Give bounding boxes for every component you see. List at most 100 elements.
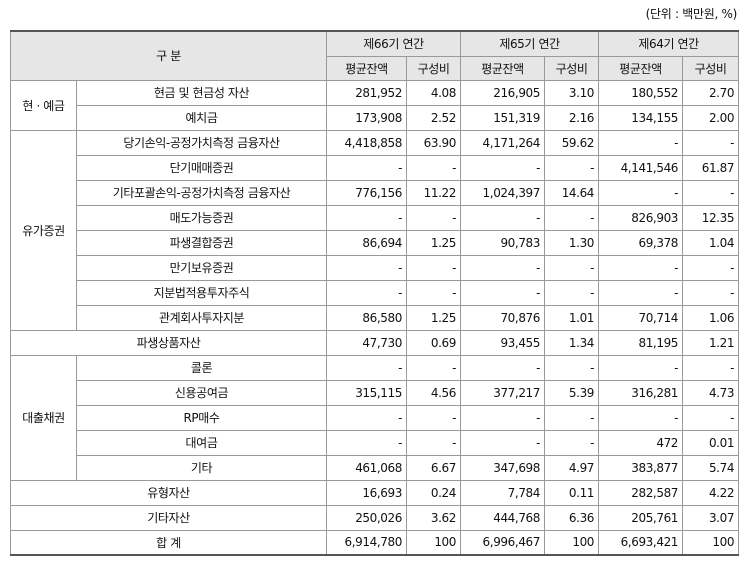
header-ratio: 구성비 <box>682 55 740 81</box>
table-row: 유형자산 16,693 0.24 7,784 0.11 282,587 4.22 <box>9 479 740 506</box>
cell-value: 61.87 <box>682 154 740 181</box>
cell-value: - <box>460 154 546 181</box>
header-ratio: 구성비 <box>544 55 600 81</box>
cell-value: 315,115 <box>326 379 408 406</box>
cell-value: 2.70 <box>682 79 740 106</box>
cell-value: 6,914,780 <box>326 529 408 556</box>
row-label: 콜론 <box>75 354 328 381</box>
cell-value: 4,171,264 <box>460 129 546 156</box>
row-label: 기타 <box>75 454 328 481</box>
header-period-66: 제66기 연간 <box>326 30 462 57</box>
cell-value: 4.56 <box>406 379 462 406</box>
row-label: 파생결합증권 <box>75 229 328 256</box>
cell-value: 70,714 <box>598 304 684 331</box>
table-row: 만기보유증권 - - - - - - <box>11 254 740 281</box>
table-row: 예치금 173,908 2.52 151,319 2.16 134,155 2.… <box>11 104 740 131</box>
cell-value: - <box>460 429 546 456</box>
cell-value: 383,877 <box>598 454 684 481</box>
cell-value: - <box>406 204 462 231</box>
cell-value: - <box>326 404 408 431</box>
row-label: 지분법적용투자주식 <box>75 279 328 306</box>
total-label: 합 계 <box>9 529 328 556</box>
cell-value: 93,455 <box>460 329 546 356</box>
header-avg-balance: 평균잔액 <box>460 55 546 81</box>
cell-value: 100 <box>544 529 600 556</box>
cell-value: - <box>682 179 740 206</box>
table-row: 기타 461,068 6.67 347,698 4.97 383,877 5.7… <box>11 454 740 481</box>
row-label: 현금 및 현금성 자산 <box>75 79 328 106</box>
cell-value: - <box>406 354 462 381</box>
row-label: 예치금 <box>75 104 328 131</box>
row-label: 매도가능증권 <box>75 204 328 231</box>
cell-value: - <box>544 204 600 231</box>
cell-value: 1.06 <box>682 304 740 331</box>
row-label: 관계회사투자지분 <box>75 304 328 331</box>
cell-value: 4.97 <box>544 454 600 481</box>
group-loans: 대출채권 <box>10 354 77 481</box>
cell-value: 7,784 <box>460 479 546 506</box>
row-label: 유형자산 <box>9 479 328 506</box>
table-row: 유가증권 당기손익-공정가치측정 금융자산 4,418,858 63.90 4,… <box>10 129 740 331</box>
cell-value: - <box>544 429 600 456</box>
row-label: 당기손익-공정가치측정 금융자산 <box>75 129 328 156</box>
header-ratio: 구성비 <box>406 55 462 81</box>
cell-value: 16,693 <box>326 479 408 506</box>
cell-value: 14.64 <box>544 179 600 206</box>
total-row: 합 계 6,914,780 100 6,996,467 100 6,693,42… <box>9 529 740 556</box>
table-row: 현 · 예금 현금 및 현금성 자산 281,952 4.08 216,905 … <box>10 79 740 131</box>
cell-value: - <box>544 404 600 431</box>
cell-value: 3.10 <box>544 79 600 106</box>
cell-value: 11.22 <box>406 179 462 206</box>
cell-value: - <box>326 154 408 181</box>
cell-value: 1,024,397 <box>460 179 546 206</box>
cell-value: - <box>598 254 684 281</box>
cell-value: 63.90 <box>406 129 462 156</box>
asset-composition-table: 구 분 제66기 연간 제65기 연간 제64기 연간 평균잔액 구성비 평균잔… <box>9 30 740 556</box>
cell-value: 250,026 <box>326 504 408 531</box>
cell-value: 2.52 <box>406 104 462 131</box>
header-row: 구 분 제66기 연간 제65기 연간 제64기 연간 <box>9 30 740 81</box>
cell-value: 4,418,858 <box>326 129 408 156</box>
cell-value: 4.22 <box>682 479 740 506</box>
cell-value: 100 <box>682 529 740 556</box>
group-cash-deposits: 현 · 예금 <box>10 79 77 131</box>
cell-value: - <box>406 429 462 456</box>
row-label: RP매수 <box>75 404 328 431</box>
cell-value: - <box>544 279 600 306</box>
cell-value: - <box>326 204 408 231</box>
table-row: 기타포괄손익-공정가치측정 금융자산 776,156 11.22 1,024,3… <box>11 179 740 206</box>
cell-value: 282,587 <box>598 479 684 506</box>
cell-value: - <box>406 404 462 431</box>
cell-value: - <box>326 254 408 281</box>
table-row: 단기매매증권 - - - - 4,141,546 61.87 <box>11 154 740 181</box>
cell-value: - <box>326 279 408 306</box>
cell-value: 1.34 <box>544 329 600 356</box>
unit-note: (단위 : 백만원, %) <box>645 7 738 21</box>
cell-value: 81,195 <box>598 329 684 356</box>
cell-value: - <box>682 404 740 431</box>
table-row: 매도가능증권 - - - - 826,903 12.35 <box>11 204 740 231</box>
cell-value: 6.67 <box>406 454 462 481</box>
cell-value: 151,319 <box>460 104 546 131</box>
row-label: 단기매매증권 <box>75 154 328 181</box>
cell-value: 86,694 <box>326 229 408 256</box>
cell-value: - <box>598 179 684 206</box>
cell-value: 205,761 <box>598 504 684 531</box>
cell-value: - <box>682 354 740 381</box>
cell-value: 5.74 <box>682 454 740 481</box>
header-category: 구 분 <box>9 30 328 81</box>
cell-value: - <box>682 129 740 156</box>
cell-value: 776,156 <box>326 179 408 206</box>
group-securities: 유가증권 <box>10 129 77 331</box>
cell-value: - <box>460 204 546 231</box>
cell-value: 0.01 <box>682 429 740 456</box>
table-row: 파생결합증권 86,694 1.25 90,783 1.30 69,378 1.… <box>11 229 740 256</box>
cell-value: 472 <box>598 429 684 456</box>
cell-value: - <box>460 279 546 306</box>
cell-value: - <box>460 404 546 431</box>
cell-value: 1.21 <box>682 329 740 356</box>
cell-value: 3.07 <box>682 504 740 531</box>
cell-value: 1.04 <box>682 229 740 256</box>
cell-value: 0.11 <box>544 479 600 506</box>
subheader-row: 평균잔액 구성비 평균잔액 구성비 평균잔액 구성비 <box>11 55 740 81</box>
